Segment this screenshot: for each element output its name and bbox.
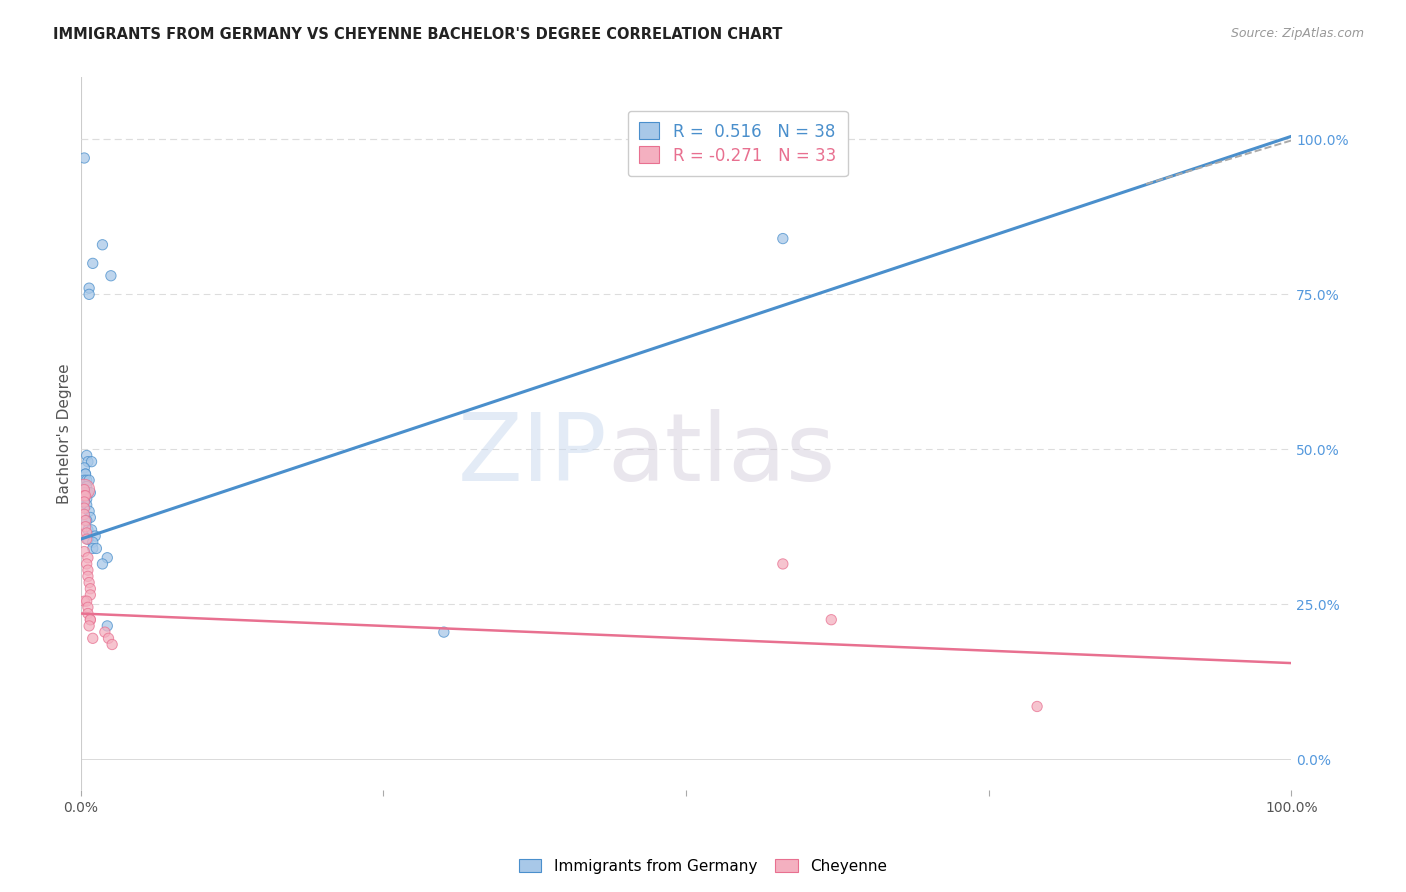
Text: ZIP: ZIP <box>458 409 607 501</box>
Point <box>91 557 114 571</box>
Point <box>86 541 108 556</box>
Point <box>76 557 98 571</box>
Point <box>73 495 96 509</box>
Point <box>1026 699 1049 714</box>
Point <box>91 237 114 252</box>
Point <box>73 473 96 487</box>
Legend: Immigrants from Germany, Cheyenne: Immigrants from Germany, Cheyenne <box>512 853 894 880</box>
Y-axis label: Bachelor's Degree: Bachelor's Degree <box>58 363 72 504</box>
Point <box>96 550 118 565</box>
Point <box>76 532 98 546</box>
Point <box>79 613 101 627</box>
Point <box>79 588 101 602</box>
Point <box>77 563 100 577</box>
Point <box>73 485 96 500</box>
Point <box>84 529 107 543</box>
Point <box>73 594 96 608</box>
Point <box>80 523 103 537</box>
Point <box>75 489 97 503</box>
Point <box>73 501 96 516</box>
Point <box>75 467 97 481</box>
Point <box>77 619 100 633</box>
Point <box>73 483 96 497</box>
Point <box>79 582 101 596</box>
Point <box>73 151 96 165</box>
Point <box>77 473 100 487</box>
Point <box>772 231 794 245</box>
Point <box>82 632 104 646</box>
Point <box>76 525 98 540</box>
Text: IMMIGRANTS FROM GERMANY VS CHEYENNE BACHELOR'S DEGREE CORRELATION CHART: IMMIGRANTS FROM GERMANY VS CHEYENNE BACH… <box>53 27 783 42</box>
Point <box>96 619 118 633</box>
Point <box>80 455 103 469</box>
Point <box>77 485 100 500</box>
Text: atlas: atlas <box>607 409 835 501</box>
Point <box>73 483 96 497</box>
Point <box>75 520 97 534</box>
Point <box>77 600 100 615</box>
Point <box>73 495 96 509</box>
Point <box>79 613 101 627</box>
Point <box>76 491 98 506</box>
Point <box>73 461 96 475</box>
Point <box>77 607 100 621</box>
Point <box>433 625 456 640</box>
Point <box>77 287 100 301</box>
Point <box>97 632 120 646</box>
Point <box>77 532 100 546</box>
Point <box>77 550 100 565</box>
Point <box>76 514 98 528</box>
Point <box>79 485 101 500</box>
Point <box>73 489 96 503</box>
Point <box>77 504 100 518</box>
Point <box>76 473 98 487</box>
Point <box>77 281 100 295</box>
Point <box>76 479 98 493</box>
Point <box>75 514 97 528</box>
Point <box>76 594 98 608</box>
Point <box>100 268 122 283</box>
Point <box>73 491 96 506</box>
Point <box>77 575 100 590</box>
Point <box>101 638 124 652</box>
Point <box>94 625 117 640</box>
Point <box>77 569 100 583</box>
Point <box>772 557 794 571</box>
Text: Source: ZipAtlas.com: Source: ZipAtlas.com <box>1230 27 1364 40</box>
Point <box>82 256 104 270</box>
Point <box>76 498 98 512</box>
Point <box>73 544 96 558</box>
Point <box>77 455 100 469</box>
Point <box>79 510 101 524</box>
Point <box>82 541 104 556</box>
Point <box>77 523 100 537</box>
Point <box>73 508 96 522</box>
Legend: R =  0.516   N = 38, R = -0.271   N = 33: R = 0.516 N = 38, R = -0.271 N = 33 <box>627 111 848 177</box>
Point <box>75 467 97 481</box>
Point <box>82 535 104 549</box>
Point <box>820 613 842 627</box>
Point <box>76 449 98 463</box>
